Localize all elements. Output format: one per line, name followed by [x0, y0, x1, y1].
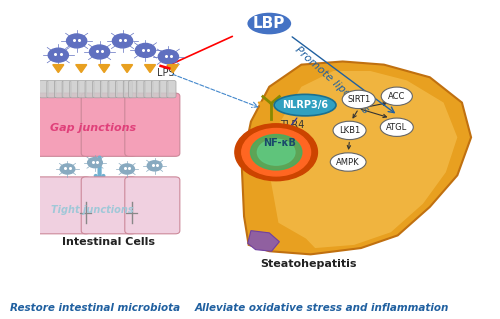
Text: Gap junctions: Gap junctions — [50, 123, 136, 133]
Ellipse shape — [380, 118, 414, 137]
Text: Alleviate oxidative stress and inflammation: Alleviate oxidative stress and inflammat… — [195, 303, 449, 313]
FancyBboxPatch shape — [128, 80, 138, 98]
FancyBboxPatch shape — [136, 80, 145, 98]
Circle shape — [90, 45, 110, 59]
Text: SIRT1: SIRT1 — [347, 95, 370, 104]
FancyBboxPatch shape — [85, 80, 94, 98]
FancyBboxPatch shape — [159, 80, 168, 98]
Polygon shape — [276, 102, 286, 110]
FancyBboxPatch shape — [125, 93, 180, 156]
Circle shape — [250, 135, 302, 170]
Circle shape — [242, 129, 310, 176]
Polygon shape — [144, 65, 156, 72]
FancyBboxPatch shape — [152, 80, 160, 98]
FancyBboxPatch shape — [167, 80, 176, 98]
Polygon shape — [53, 65, 64, 72]
FancyBboxPatch shape — [81, 177, 136, 234]
FancyBboxPatch shape — [54, 80, 64, 98]
Circle shape — [48, 48, 68, 62]
Circle shape — [120, 164, 134, 174]
Polygon shape — [76, 65, 86, 72]
FancyBboxPatch shape — [116, 80, 125, 98]
Text: Restore intestinal microbiota: Restore intestinal microbiota — [10, 303, 180, 313]
FancyBboxPatch shape — [81, 93, 136, 156]
Text: ATGL: ATGL — [386, 123, 407, 132]
Circle shape — [158, 50, 178, 64]
Polygon shape — [242, 62, 471, 254]
Text: Steatohepatitis: Steatohepatitis — [260, 259, 356, 269]
Text: NLRP3/6: NLRP3/6 — [282, 100, 328, 110]
Text: LPS: LPS — [286, 102, 303, 112]
Polygon shape — [258, 102, 270, 110]
FancyBboxPatch shape — [92, 80, 102, 98]
FancyBboxPatch shape — [108, 80, 117, 98]
Text: Promote lipolysis: Promote lipolysis — [292, 45, 370, 116]
Ellipse shape — [381, 87, 412, 105]
Polygon shape — [267, 102, 278, 110]
Ellipse shape — [333, 121, 366, 140]
FancyBboxPatch shape — [47, 80, 56, 98]
Polygon shape — [168, 65, 178, 72]
Circle shape — [136, 43, 156, 57]
Text: AMPK: AMPK — [336, 158, 360, 167]
Polygon shape — [248, 231, 280, 251]
Ellipse shape — [246, 12, 292, 35]
Text: LKB1: LKB1 — [339, 126, 360, 135]
Text: NF-κB: NF-κB — [263, 138, 296, 148]
Polygon shape — [98, 65, 110, 72]
FancyBboxPatch shape — [100, 80, 110, 98]
Ellipse shape — [342, 90, 375, 108]
Circle shape — [235, 124, 318, 181]
Circle shape — [112, 34, 132, 48]
FancyBboxPatch shape — [78, 80, 86, 98]
Polygon shape — [122, 65, 132, 72]
Text: Intestinal Cells: Intestinal Cells — [62, 237, 156, 247]
Ellipse shape — [274, 94, 336, 116]
FancyBboxPatch shape — [144, 80, 153, 98]
Text: TLR4: TLR4 — [280, 120, 304, 130]
FancyBboxPatch shape — [36, 93, 90, 156]
Text: LPS: LPS — [157, 68, 174, 78]
Polygon shape — [270, 71, 458, 248]
FancyBboxPatch shape — [70, 80, 79, 98]
Circle shape — [66, 34, 86, 48]
Circle shape — [60, 164, 75, 174]
Circle shape — [148, 161, 162, 171]
Ellipse shape — [330, 153, 366, 171]
Text: ACC: ACC — [388, 92, 406, 101]
FancyBboxPatch shape — [62, 80, 72, 98]
Circle shape — [258, 139, 295, 165]
FancyBboxPatch shape — [124, 80, 132, 98]
Circle shape — [88, 158, 102, 168]
FancyBboxPatch shape — [36, 177, 90, 234]
Text: Tight junctions: Tight junctions — [52, 205, 134, 215]
FancyBboxPatch shape — [39, 80, 48, 98]
Text: LBP: LBP — [253, 16, 286, 31]
FancyBboxPatch shape — [125, 177, 180, 234]
